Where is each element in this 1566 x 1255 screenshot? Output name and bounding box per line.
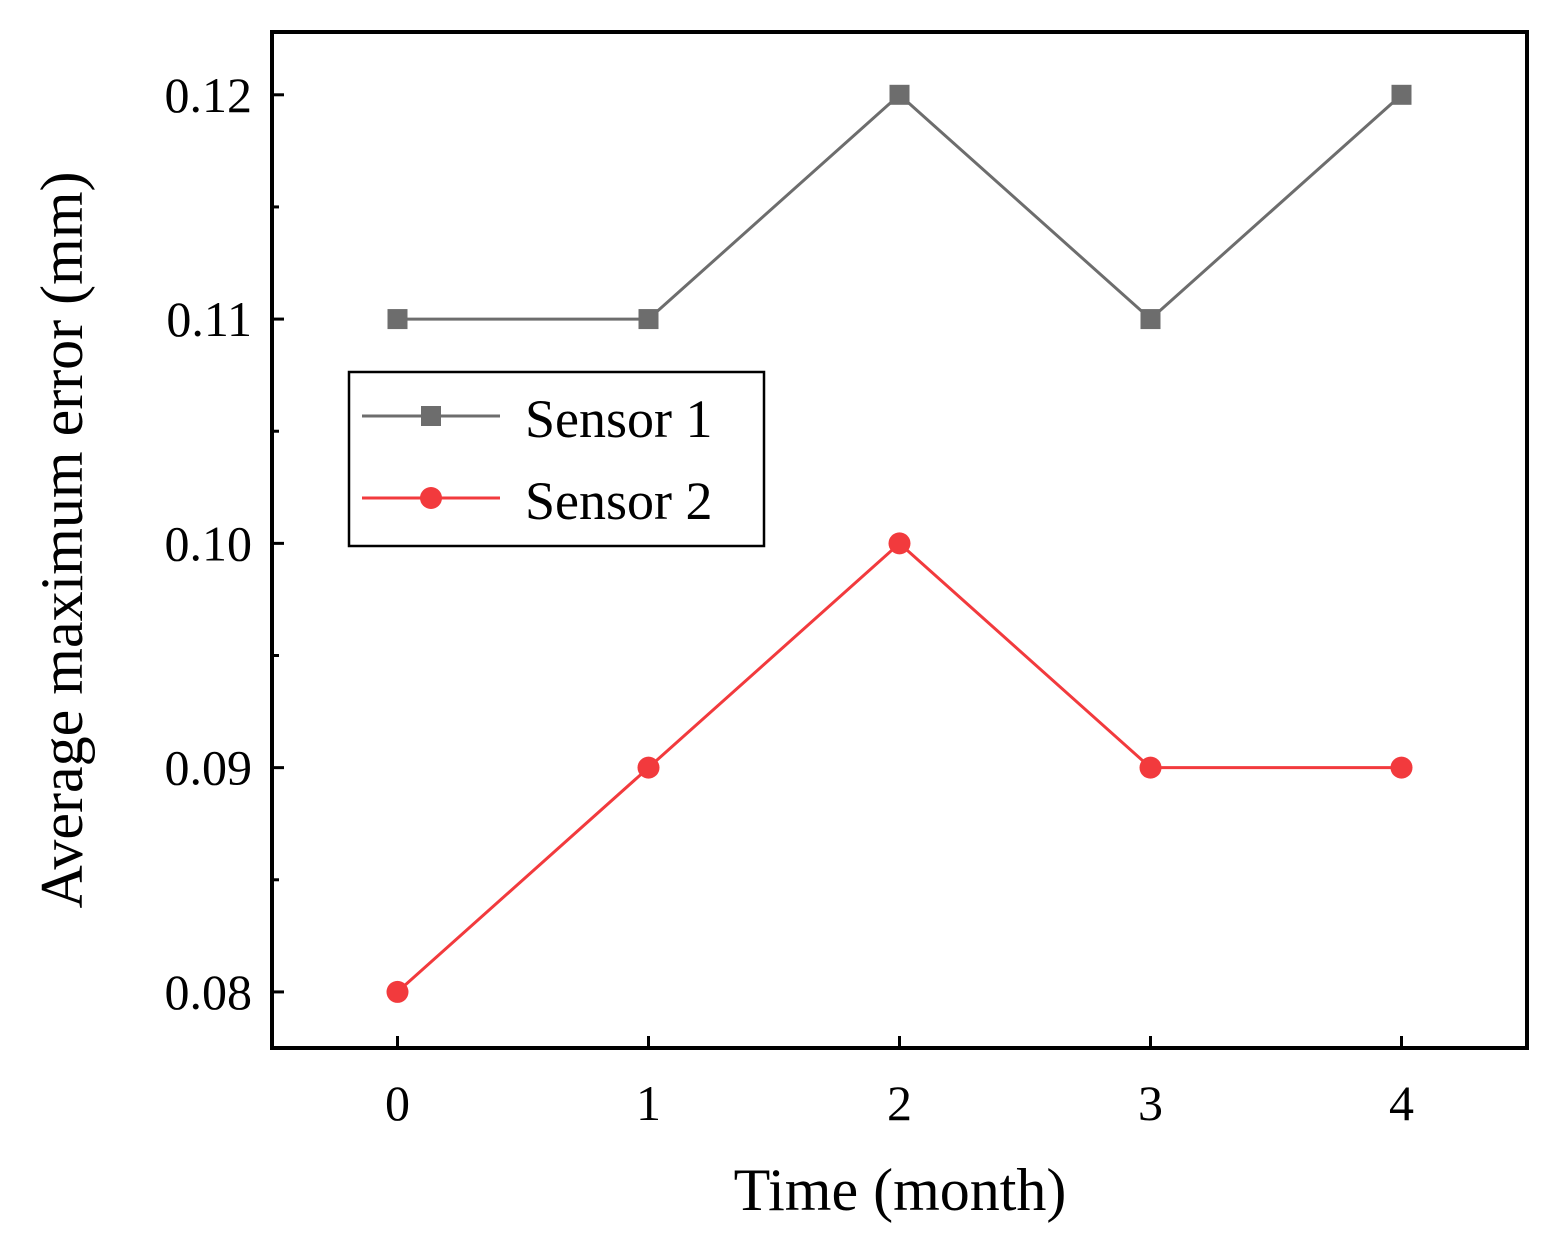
series-2-point-4 — [1390, 756, 1413, 779]
series-1-point-2 — [889, 84, 910, 105]
y-tick-label-4: 0.12 — [165, 67, 253, 123]
y-tick-label-2: 0.10 — [165, 515, 253, 571]
legend-marker-sensor-1 — [421, 406, 441, 426]
legend-label-sensor-2: Sensor 2 — [525, 471, 713, 531]
x-tick-label-0: 0 — [385, 1075, 410, 1131]
series-2-point-3 — [1139, 756, 1162, 779]
series-1-point-1 — [638, 309, 659, 330]
series-2-point-1 — [637, 756, 660, 779]
legend-label-sensor-1: Sensor 1 — [525, 389, 713, 449]
y-tick-label-3: 0.11 — [166, 291, 252, 347]
series-1-point-3 — [1140, 309, 1161, 330]
legend-box — [347, 370, 766, 548]
legend-marker-sensor-2 — [420, 487, 442, 509]
y-tick-label-1: 0.09 — [165, 740, 253, 796]
series-2-point-0 — [386, 980, 409, 1003]
x-tick-label-1: 1 — [636, 1075, 661, 1131]
legend: Sensor 1 Sensor 2 — [347, 370, 766, 548]
x-tick-label-3: 3 — [1138, 1075, 1163, 1131]
series-1-point-0 — [387, 309, 408, 330]
x-axis-title: Time (month) — [734, 1157, 1067, 1223]
x-tick-label-4: 4 — [1389, 1075, 1414, 1131]
y-tick-label-0: 0.08 — [165, 964, 253, 1020]
series-1-point-4 — [1391, 84, 1412, 105]
series-2-point-2 — [888, 532, 911, 555]
plot-frame — [270, 30, 1529, 1050]
series-layer — [386, 84, 1413, 1003]
x-tick-label-2: 2 — [887, 1075, 912, 1131]
y-axis-title: Average maximum error (mm) — [29, 172, 95, 909]
